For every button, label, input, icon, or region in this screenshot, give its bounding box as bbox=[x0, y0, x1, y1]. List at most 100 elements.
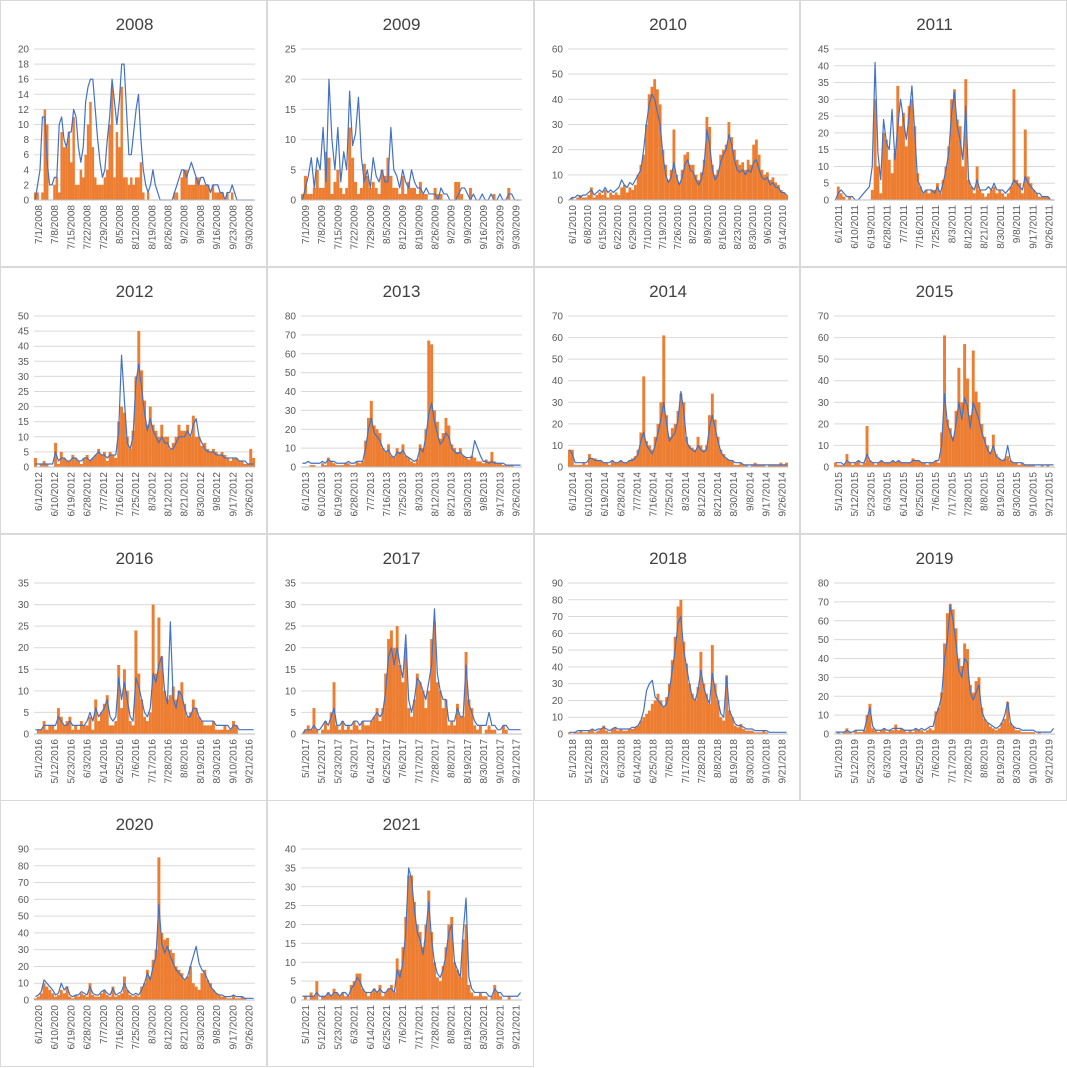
y-tick-label: 10 bbox=[18, 686, 30, 697]
bar bbox=[685, 436, 689, 467]
y-tick-label: 30 bbox=[552, 398, 564, 409]
y-tick-label: 60 bbox=[552, 333, 564, 344]
bar bbox=[659, 700, 663, 734]
y-tick-label: 20 bbox=[552, 145, 564, 156]
bar bbox=[922, 462, 926, 467]
x-tick-label: 8/30/2015 bbox=[1012, 472, 1023, 517]
y-tick-label: 20 bbox=[285, 75, 297, 86]
y-tick-label: 80 bbox=[18, 861, 30, 872]
bar bbox=[676, 606, 680, 734]
bar bbox=[134, 994, 138, 1000]
bar bbox=[457, 181, 461, 200]
y-tick-label: 20 bbox=[285, 425, 297, 436]
chart-title: 2010 bbox=[649, 15, 687, 34]
bar bbox=[415, 673, 419, 734]
x-tick-label: 5/23/2018 bbox=[600, 739, 611, 784]
bar bbox=[1021, 193, 1024, 200]
bar bbox=[171, 953, 175, 1000]
bar bbox=[54, 996, 58, 1000]
y-tick-label: 40 bbox=[818, 61, 830, 72]
bar bbox=[989, 189, 993, 200]
x-tick-label: 7/28/2017 bbox=[431, 739, 442, 784]
x-tick-label: 8/19/2019 bbox=[996, 739, 1007, 784]
y-tick-label: 40 bbox=[818, 376, 830, 387]
bar bbox=[381, 448, 385, 468]
bar bbox=[145, 969, 149, 1000]
bar bbox=[970, 186, 973, 200]
bar bbox=[492, 193, 496, 200]
bar bbox=[43, 109, 47, 200]
bar bbox=[966, 378, 969, 467]
bar bbox=[682, 402, 686, 467]
bar bbox=[736, 464, 740, 467]
bar bbox=[188, 712, 192, 734]
bar bbox=[639, 432, 643, 467]
bar bbox=[733, 149, 736, 200]
y-tick-label: 16 bbox=[18, 75, 30, 86]
bar bbox=[568, 732, 571, 734]
x-tick-label: 9/26/2020 bbox=[245, 1005, 256, 1050]
bar bbox=[998, 189, 1002, 200]
bar bbox=[954, 410, 958, 467]
x-tick-label: 5/23/2016 bbox=[66, 739, 77, 784]
x-tick-label: 8/30/2011 bbox=[996, 205, 1007, 249]
chart-svg-2013: 2013 0 10 20 30 40 50 60 70 80 6/1/2013 6/10/2013 6/… bbox=[285, 282, 523, 517]
x-tick-label: 7/1/2009 bbox=[301, 205, 312, 244]
bar bbox=[206, 979, 210, 1000]
bar bbox=[367, 417, 370, 467]
bar bbox=[154, 673, 158, 734]
x-tick-label: 7/28/2018 bbox=[697, 739, 708, 784]
bar bbox=[412, 699, 416, 734]
bar bbox=[211, 184, 215, 200]
bar bbox=[249, 448, 253, 467]
bar bbox=[180, 430, 184, 467]
x-tick-label: 7/28/2015 bbox=[964, 472, 975, 517]
x-tick-label: 8/21/2013 bbox=[447, 472, 458, 517]
bar bbox=[870, 189, 874, 200]
bar bbox=[910, 99, 914, 200]
bar bbox=[82, 994, 86, 1000]
bar bbox=[971, 692, 975, 734]
bar bbox=[716, 436, 720, 467]
bar bbox=[625, 730, 629, 734]
bar bbox=[592, 197, 596, 200]
bar bbox=[702, 159, 706, 200]
bar bbox=[398, 664, 402, 734]
bar bbox=[59, 716, 63, 734]
y-tick-label: 4 bbox=[23, 165, 29, 176]
y-tick-label: 0 bbox=[290, 463, 296, 474]
y-tick-label: 12 bbox=[18, 105, 30, 116]
bar bbox=[439, 193, 443, 200]
x-tick-label: 8/12/2020 bbox=[164, 1005, 175, 1050]
bar bbox=[890, 173, 894, 200]
bar bbox=[143, 716, 146, 734]
y-tick-label: 70 bbox=[552, 312, 564, 323]
bar bbox=[91, 457, 95, 467]
bar bbox=[223, 454, 227, 467]
bar bbox=[602, 462, 606, 467]
bar bbox=[1014, 462, 1018, 467]
bar bbox=[372, 425, 376, 467]
x-tick-label: 8/19/2015 bbox=[996, 472, 1007, 517]
x-tick-label: 9/14/2010 bbox=[778, 205, 789, 250]
bar bbox=[725, 458, 729, 467]
bar bbox=[364, 992, 368, 1000]
bar bbox=[217, 729, 221, 734]
x-tick-label: 8/19/2017 bbox=[463, 739, 474, 784]
bar bbox=[372, 716, 376, 734]
x-tick-label: 8/30/2018 bbox=[745, 739, 756, 784]
bar bbox=[730, 137, 734, 200]
bar bbox=[1023, 732, 1027, 734]
bar bbox=[700, 172, 703, 200]
bar bbox=[1029, 464, 1033, 467]
bar bbox=[194, 436, 198, 467]
bar bbox=[375, 992, 379, 1000]
bar bbox=[931, 462, 935, 467]
bar bbox=[582, 462, 586, 467]
bar bbox=[745, 464, 749, 467]
bar bbox=[344, 996, 347, 1000]
x-tick-label: 9/21/2015 bbox=[1045, 472, 1056, 517]
bar bbox=[613, 462, 617, 467]
bar bbox=[142, 192, 145, 200]
bar bbox=[131, 430, 135, 467]
